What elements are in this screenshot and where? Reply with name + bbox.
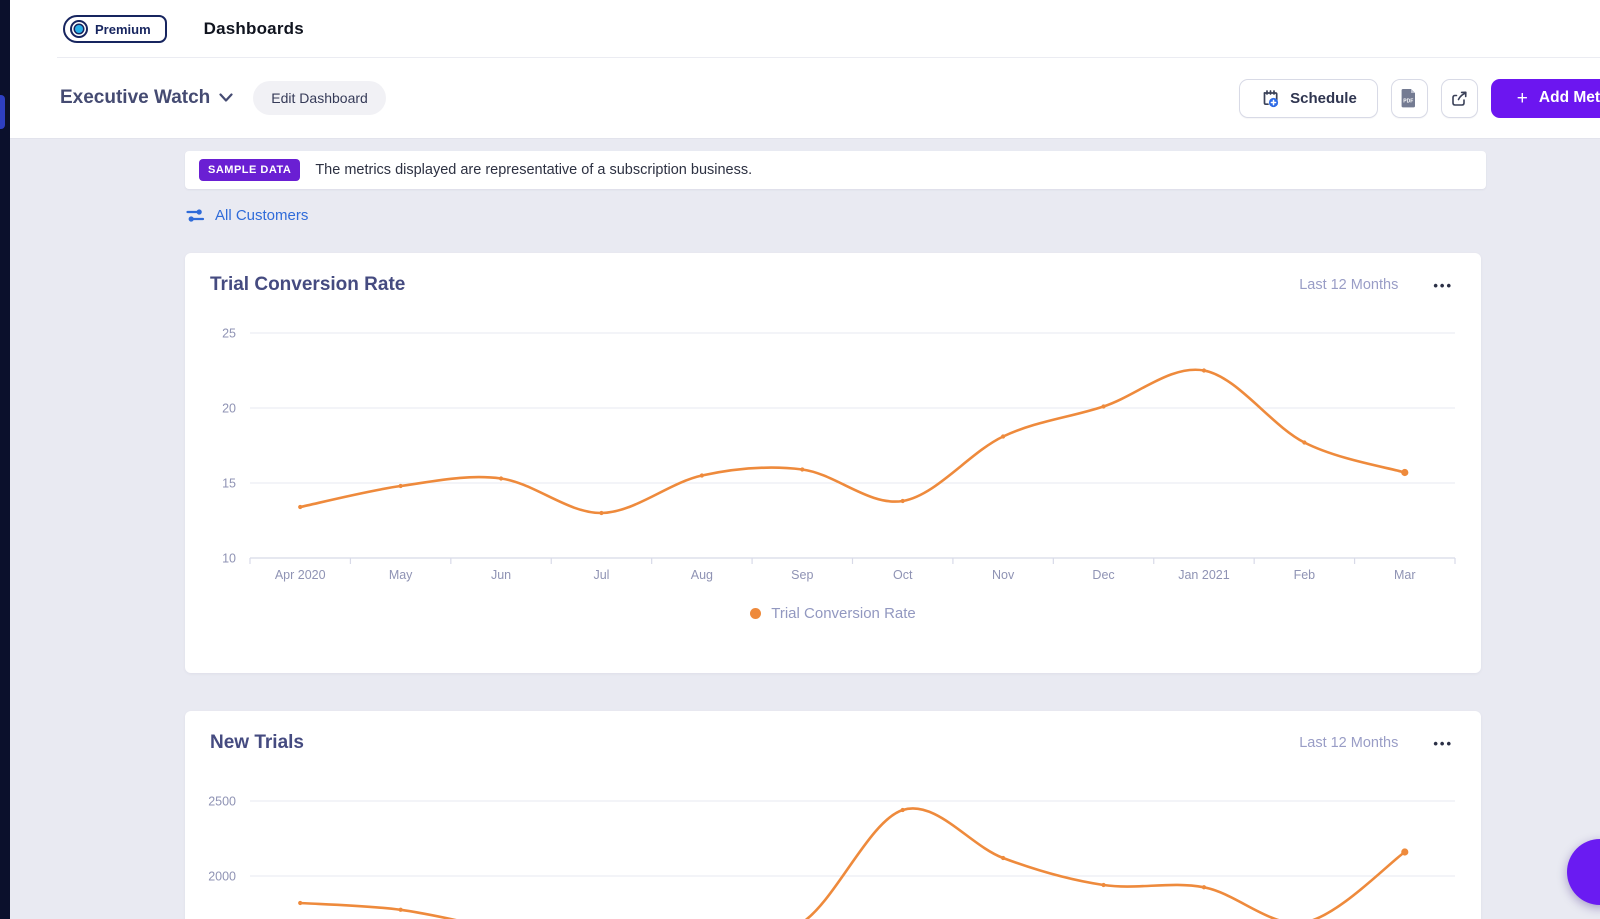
svg-text:10: 10 — [222, 552, 236, 566]
add-metric-label: Add Metric — [1538, 89, 1600, 106]
legend-label: Trial Conversion Rate — [771, 605, 916, 622]
share-export-icon — [1451, 91, 1467, 106]
dashboard-name: Executive Watch — [60, 87, 211, 108]
new-trials-chart: 2500 2000 — [208, 795, 1455, 919]
svg-text:Jun: Jun — [491, 568, 511, 582]
svg-text:May: May — [389, 568, 413, 582]
more-menu-icon[interactable]: ••• — [1433, 735, 1453, 751]
chart-legend: Trial Conversion Rate — [185, 605, 1481, 622]
filter-sliders-icon — [186, 209, 205, 222]
pdf-file-icon: PDF — [1401, 89, 1416, 108]
svg-text:20: 20 — [222, 402, 236, 416]
svg-text:2500: 2500 — [208, 795, 236, 809]
dashboard-selector[interactable]: Executive Watch — [60, 87, 233, 109]
svg-text:2000: 2000 — [208, 870, 236, 884]
svg-text:Jul: Jul — [593, 568, 609, 582]
card-controls: Last 12 Months ••• — [1299, 735, 1453, 751]
premium-badge: Premium — [63, 15, 167, 43]
filter-label: All Customers — [215, 207, 309, 224]
svg-text:Apr 2020: Apr 2020 — [275, 568, 326, 582]
edit-dashboard-button[interactable]: Edit Dashboard — [253, 81, 386, 115]
share-button[interactable] — [1440, 78, 1478, 118]
card-title: New Trials — [210, 732, 304, 753]
svg-text:Dec: Dec — [1092, 568, 1114, 582]
time-range-dropdown[interactable]: Last 12 Months — [1299, 735, 1399, 751]
toolbar-actions: Schedule PDF + — [1239, 78, 1600, 118]
page-title: Dashboards — [203, 19, 304, 38]
calendar-add-icon — [1263, 89, 1279, 107]
svg-text:Jan 2021: Jan 2021 — [1178, 568, 1229, 582]
header: Premium Dashboards Executive Watch Edit … — [10, 0, 1600, 138]
trial-conversion-rate-chart: 25 20 15 10 Apr 2020 May Jun Jul Aug Sep Oct Nov Dec… — [222, 327, 1456, 582]
sample-data-banner: SAMPLE DATA The metrics displayed are re… — [185, 151, 1486, 189]
main-content: SAMPLE DATA The metrics displayed are re… — [10, 138, 1600, 919]
premium-badge-label: Premium — [95, 21, 151, 37]
card-controls: Last 12 Months ••• — [1299, 277, 1453, 293]
export-pdf-button[interactable]: PDF — [1390, 78, 1428, 118]
svg-text:Feb: Feb — [1294, 568, 1316, 582]
trial-conversion-rate-card: 25 20 15 10 Apr 2020 May Jun Jul Aug Sep Oct Nov Dec… — [185, 253, 1481, 673]
svg-text:25: 25 — [222, 327, 236, 341]
new-trials-card: 2500 2000 New Trials Last 12 Months ••• — [185, 711, 1481, 919]
sample-data-badge: SAMPLE DATA — [199, 159, 301, 181]
header-divider — [57, 57, 1600, 58]
svg-text:Oct: Oct — [893, 568, 913, 582]
svg-text:PDF: PDF — [1404, 98, 1414, 104]
legend-marker-icon — [750, 608, 762, 619]
add-metric-button[interactable]: + Add Metric — [1490, 78, 1600, 118]
sample-data-text: The metrics displayed are representative… — [315, 162, 753, 178]
brand-logo-icon — [70, 20, 88, 38]
card-title: Trial Conversion Rate — [210, 274, 406, 295]
header-toolbar-row: Executive Watch Edit Dashboard — [10, 58, 1600, 138]
time-range-dropdown[interactable]: Last 12 Months — [1299, 277, 1399, 293]
svg-text:Aug: Aug — [691, 568, 713, 582]
customer-segment-filter[interactable]: All Customers — [186, 207, 308, 224]
plus-icon: + — [1516, 87, 1528, 109]
schedule-button[interactable]: Schedule — [1239, 78, 1378, 118]
svg-text:Mar: Mar — [1394, 568, 1416, 582]
more-menu-icon[interactable]: ••• — [1433, 277, 1453, 293]
svg-text:Nov: Nov — [992, 568, 1015, 582]
svg-text:15: 15 — [222, 477, 236, 491]
chevron-down-icon — [219, 93, 233, 102]
sidebar-active-item-indicator — [0, 95, 5, 129]
schedule-button-label: Schedule — [1290, 89, 1357, 107]
sidebar-collapsed-strip[interactable] — [0, 0, 10, 919]
header-top-row: Premium Dashboards — [10, 0, 1600, 58]
svg-text:Sep: Sep — [791, 568, 813, 582]
